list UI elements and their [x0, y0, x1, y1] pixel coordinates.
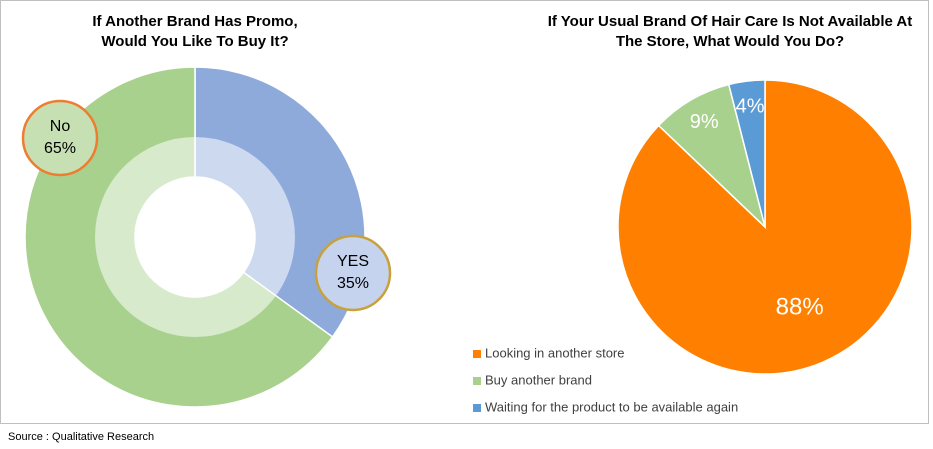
slice — [24, 66, 334, 408]
callout-category: YES — [337, 253, 369, 270]
legend-label: Waiting for the product to be available … — [485, 399, 738, 414]
chart-title: If Another Brand Has Promo, Would You Li… — [92, 13, 298, 50]
source-note: Source : Qualitative Research — [8, 431, 155, 443]
data-label: 4% — [736, 96, 765, 118]
callout-value: 35% — [337, 275, 369, 292]
legend-swatch — [473, 404, 481, 412]
callout-value: 65% — [44, 140, 76, 157]
callout-bubble — [21, 99, 99, 177]
data-label: 9% — [690, 111, 719, 133]
legend-swatch — [473, 377, 481, 385]
data-label: 88% — [776, 293, 824, 320]
legend-swatch — [473, 350, 481, 358]
slice — [727, 79, 766, 228]
chart-frame — [0, 0, 929, 424]
legend-label: Buy another brand — [485, 372, 592, 387]
slice — [657, 83, 767, 230]
callout-category: No — [50, 118, 71, 135]
chart-title: If Your Usual Brand Of Hair Care Is Not … — [547, 13, 913, 50]
callout-bubble — [314, 234, 392, 312]
legend-label: Looking in another store — [485, 345, 624, 360]
inner-highlight — [95, 137, 295, 337]
